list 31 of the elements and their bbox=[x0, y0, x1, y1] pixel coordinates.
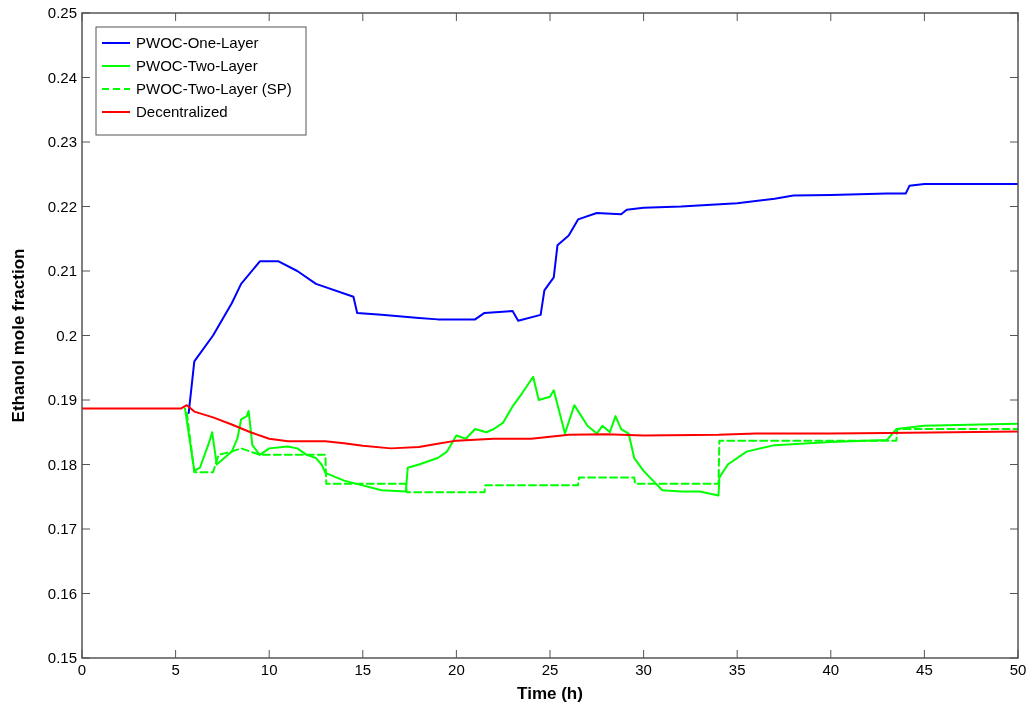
x-tick-label: 10 bbox=[260, 661, 278, 678]
x-tick-label: 35 bbox=[728, 661, 746, 678]
y-tick-label: 0.25 bbox=[47, 4, 77, 21]
x-tick-label: 25 bbox=[541, 661, 559, 678]
y-tick-label: 0.21 bbox=[47, 262, 77, 279]
x-tick-label: 0 bbox=[77, 661, 87, 678]
line-series bbox=[183, 375, 1018, 497]
y-tick-label: 0.16 bbox=[47, 584, 77, 602]
x-tick-label: 45 bbox=[916, 661, 933, 678]
x-tick-label: 30 bbox=[635, 661, 652, 678]
legend-label: PWOC-Two-Layer bbox=[136, 57, 258, 74]
legend-label: PWOC-One-Layer bbox=[136, 34, 259, 51]
y-tick-label: 0.2 bbox=[56, 326, 77, 344]
y-tick-label: 0.22 bbox=[47, 197, 77, 215]
x-axis-title: Time (h) bbox=[517, 684, 583, 703]
x-tick-label: 50 bbox=[1009, 661, 1027, 678]
y-tick-label: 0.24 bbox=[47, 68, 77, 86]
x-tick-label: 40 bbox=[822, 661, 840, 678]
y-tick-label: 0.23 bbox=[47, 133, 77, 150]
y-tick-label: 0.18 bbox=[47, 455, 77, 473]
y-tick-label: 0.19 bbox=[47, 391, 77, 408]
line-series bbox=[187, 182, 1018, 414]
legend-label: Decentralized bbox=[136, 103, 228, 120]
x-tick-label: 15 bbox=[354, 661, 372, 678]
line-series bbox=[82, 404, 1018, 450]
legend-label: PWOC-Two-Layer (SP) bbox=[136, 80, 292, 97]
y-tick-label: 0.17 bbox=[47, 520, 77, 537]
y-tick-label: 0.15 bbox=[47, 649, 77, 666]
y-axis-title: Ethanol mole fraction bbox=[9, 248, 28, 423]
x-tick-label: 20 bbox=[448, 661, 465, 678]
x-tick-label: 5 bbox=[171, 661, 180, 678]
